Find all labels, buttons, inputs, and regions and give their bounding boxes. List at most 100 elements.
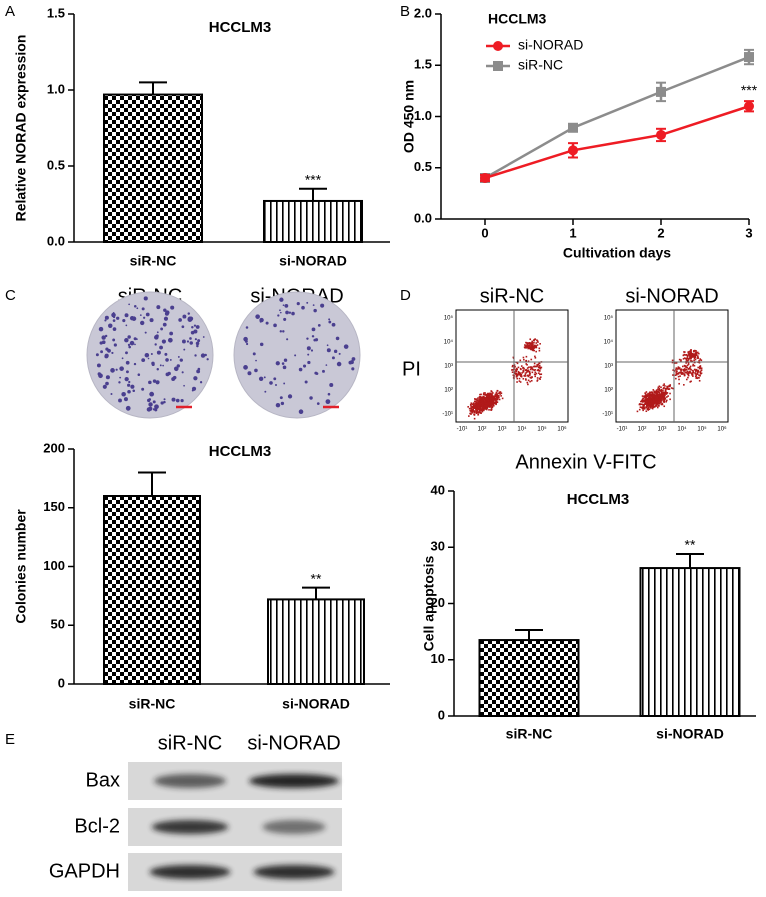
event	[530, 345, 532, 348]
y-tick-label: 2.0	[414, 5, 432, 20]
band	[149, 865, 231, 879]
event	[526, 370, 529, 373]
event	[537, 341, 539, 343]
event	[494, 395, 497, 398]
colony	[141, 358, 146, 363]
event	[653, 391, 656, 394]
colony	[108, 323, 113, 328]
event	[647, 406, 650, 409]
event	[678, 367, 681, 369]
event	[687, 374, 690, 377]
flow-x-label: Annexin V-FITC	[515, 451, 656, 473]
colony	[159, 345, 163, 350]
event	[524, 369, 527, 372]
flow-y-tick: 10⁴	[604, 339, 614, 346]
lane-label: siR-NC	[158, 732, 222, 754]
event	[535, 372, 538, 375]
event	[653, 401, 655, 403]
event	[668, 388, 671, 390]
event	[482, 395, 485, 398]
event	[479, 396, 481, 399]
event	[649, 402, 651, 405]
event	[687, 363, 690, 365]
series-line	[484, 55, 750, 180]
event	[535, 346, 537, 349]
event	[469, 412, 471, 415]
colony	[274, 383, 277, 386]
colony	[175, 398, 180, 403]
colony	[104, 319, 107, 322]
event	[534, 373, 537, 376]
protein-label: Bcl-2	[74, 815, 120, 837]
event	[694, 358, 697, 361]
event	[645, 396, 648, 398]
event	[529, 368, 532, 371]
colony	[279, 309, 281, 312]
event	[530, 342, 532, 345]
event	[660, 388, 663, 391]
event	[478, 411, 480, 414]
event	[650, 400, 653, 402]
event	[531, 347, 534, 349]
event	[655, 394, 658, 396]
event	[473, 403, 476, 405]
colony	[145, 312, 150, 317]
event	[515, 370, 518, 373]
colony	[129, 315, 135, 321]
event	[698, 374, 700, 376]
event	[484, 400, 486, 403]
y-tick-label: 150	[43, 499, 65, 514]
event	[480, 412, 482, 414]
event	[664, 389, 667, 391]
colony	[133, 337, 137, 341]
colony	[125, 370, 129, 374]
colony	[146, 407, 152, 412]
event	[653, 402, 655, 405]
event	[475, 408, 477, 411]
event	[660, 392, 663, 394]
event	[477, 404, 480, 407]
event	[682, 365, 684, 368]
event	[473, 405, 476, 407]
event	[689, 350, 691, 353]
event	[660, 390, 663, 393]
y-tick-label: 0.0	[47, 233, 65, 248]
event	[491, 395, 493, 398]
colony	[350, 360, 354, 365]
event	[658, 396, 660, 398]
event	[511, 369, 513, 371]
event	[662, 397, 665, 399]
event	[682, 354, 685, 357]
x-tick-label: si-NORAD	[279, 253, 347, 269]
event	[493, 402, 496, 405]
event	[693, 364, 696, 367]
event	[661, 396, 664, 399]
flow-y-tick: 10³	[444, 364, 453, 370]
colony	[152, 379, 157, 383]
event	[472, 403, 474, 406]
colony	[179, 358, 183, 362]
colony	[183, 348, 186, 351]
y-tick-label: 0.5	[414, 159, 432, 174]
y-tick-label: 1.5	[47, 5, 65, 20]
event	[471, 406, 474, 409]
event	[688, 371, 691, 373]
event	[689, 352, 691, 355]
event	[534, 369, 536, 371]
colony	[252, 352, 256, 356]
event	[659, 393, 662, 396]
colony	[125, 360, 130, 365]
event	[657, 391, 660, 393]
event	[491, 393, 493, 396]
event	[654, 391, 657, 393]
event	[516, 368, 518, 371]
flow-frame	[615, 309, 729, 423]
event	[529, 374, 531, 376]
panel-letter: B	[400, 3, 410, 20]
event	[700, 372, 703, 374]
event	[498, 394, 500, 397]
event	[667, 388, 670, 390]
event	[652, 389, 655, 391]
event	[698, 352, 700, 355]
